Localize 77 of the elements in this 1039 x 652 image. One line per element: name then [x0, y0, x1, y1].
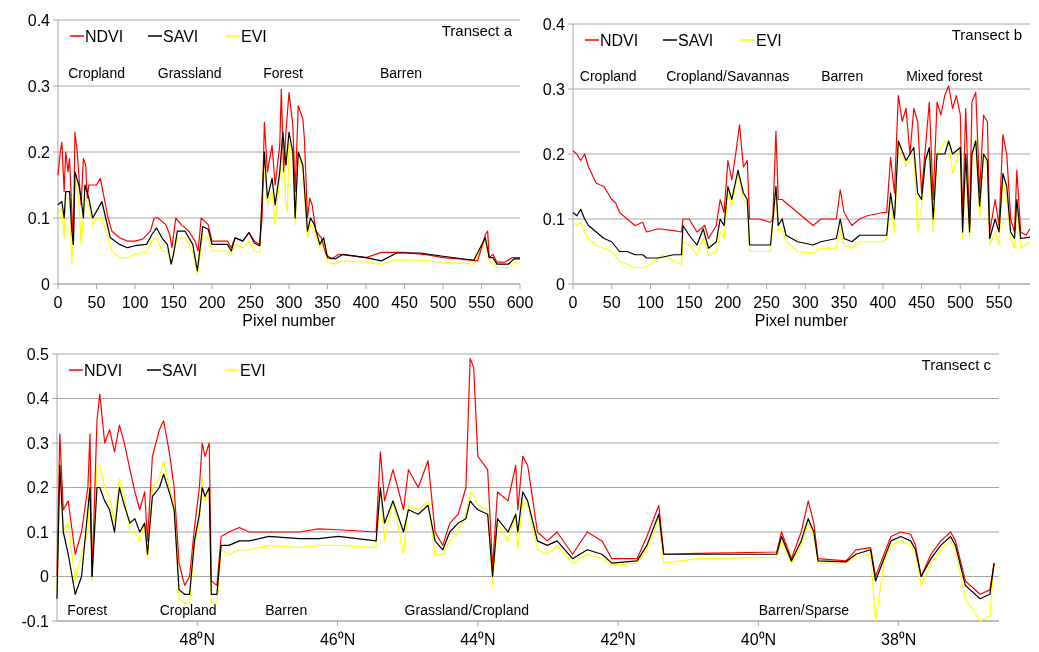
annotation: Grassland/Cropland [404, 601, 530, 618]
y-tick-label: 0.2 [26, 479, 50, 497]
y-tick-label: 0.4 [542, 15, 566, 33]
annotation: Cropland [159, 601, 217, 618]
annotation: Barren [265, 601, 308, 618]
annotation: Barren/Sparse [758, 601, 850, 618]
annotation: Cropland/Savannas [666, 67, 790, 84]
annotation: Cropland [579, 67, 637, 84]
x-tick-label: 42⁰N [600, 631, 636, 648]
y-tick-label: 0 [556, 275, 566, 293]
legend-label: EVI [241, 27, 267, 45]
x-tick-label: 48⁰N [179, 631, 215, 648]
chart-title: Transect c [921, 356, 992, 373]
y-tick-label: 0.4 [27, 11, 51, 29]
x-tick-label: 150 [160, 294, 187, 311]
x-tick-label: 40⁰N [740, 631, 777, 648]
x-tick-label: 350 [314, 294, 341, 311]
x-tick-label: 0 [568, 294, 578, 311]
x-tick-label: 100 [637, 294, 664, 311]
legend-label: NDVI [85, 27, 124, 45]
x-tick-label: 250 [753, 294, 781, 311]
annotation: Barren [380, 64, 423, 81]
y-tick-label: -0.1 [21, 612, 50, 630]
x-tick-label: 450 [391, 294, 418, 311]
chart-title: Transect a [441, 22, 513, 39]
x-axis-title: Pixel number [242, 312, 337, 329]
x-tick-label: 300 [275, 294, 303, 311]
x-tick-label: 400 [869, 294, 897, 311]
annotation: Mixed forest [906, 67, 983, 84]
y-tick-label: 0.5 [26, 345, 50, 363]
y-tick-label: 0.1 [26, 523, 50, 541]
line-series [56, 357, 995, 595]
legend-label: EVI [756, 31, 782, 49]
x-tick-label: 0 [53, 294, 63, 311]
legend-label: SAVI [163, 27, 199, 45]
legend-label: SAVI [678, 31, 714, 49]
annotation: Forest [263, 64, 303, 81]
y-tick-label: 0.1 [542, 210, 566, 228]
y-tick-label: 0.2 [542, 145, 566, 163]
annotation: Grassland [157, 64, 222, 81]
x-axis-title: Pixel number [754, 312, 849, 329]
legend-label: EVI [240, 361, 266, 379]
x-tick-label: 50 [602, 294, 621, 311]
x-tick-label: 100 [121, 294, 149, 311]
x-tick-label: 550 [468, 294, 495, 311]
x-tick-label: 200 [198, 294, 226, 311]
annotation: Cropland [68, 64, 125, 81]
y-tick-label: 0.3 [542, 80, 566, 98]
y-tick-label: 0 [40, 568, 50, 586]
y-tick-label: 0.2 [27, 143, 51, 161]
legend-label: SAVI [162, 361, 198, 379]
x-tick-label: 350 [830, 294, 858, 311]
annotation: Barren [821, 67, 864, 84]
x-tick-label: 450 [908, 294, 935, 311]
x-tick-label: 500 [429, 294, 457, 311]
x-tick-label: 600 [506, 294, 534, 311]
y-tick-label: 0.4 [26, 390, 50, 408]
annotation: Forest [67, 601, 108, 618]
y-tick-label: 0.3 [26, 434, 50, 452]
x-tick-label: 150 [675, 294, 703, 311]
y-tick-label: 0.3 [27, 77, 51, 95]
line-series [56, 464, 995, 600]
y-tick-label: 0.1 [27, 209, 51, 227]
x-tick-label: 44⁰N [460, 631, 496, 648]
legend-label: NDVI [600, 31, 639, 49]
x-tick-label: 38⁰N [881, 631, 917, 648]
y-tick-label: 0 [41, 275, 51, 293]
x-tick-label: 550 [985, 294, 1013, 311]
x-tick-label: 250 [237, 294, 264, 311]
legend-label: NDVI [84, 361, 123, 379]
x-tick-label: 400 [352, 294, 380, 311]
x-tick-label: 500 [946, 294, 974, 311]
x-tick-label: 300 [792, 294, 819, 311]
x-tick-label: 46⁰N [319, 631, 356, 648]
x-tick-label: 200 [714, 294, 742, 311]
chart-title: Transect b [951, 26, 1022, 43]
x-tick-label: 50 [87, 294, 106, 311]
